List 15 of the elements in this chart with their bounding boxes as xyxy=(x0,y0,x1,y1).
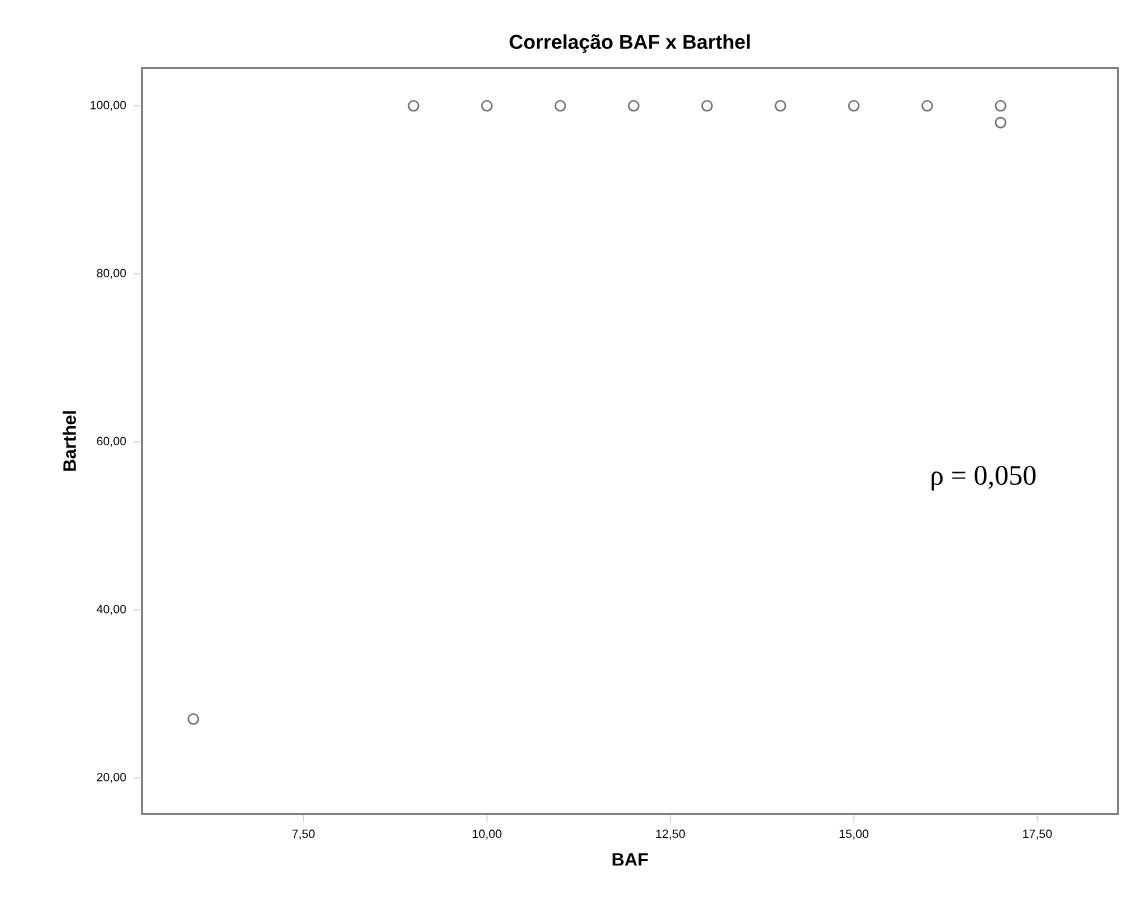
point xyxy=(554,99,567,112)
x-axis-title: BAF xyxy=(612,853,648,866)
point xyxy=(481,99,493,112)
point xyxy=(701,99,713,112)
point xyxy=(407,99,420,112)
point xyxy=(187,713,200,725)
chart-title: Correlação BAF x Barthel xyxy=(509,34,750,53)
y-axis-title: Barthel xyxy=(62,411,76,471)
point xyxy=(774,99,787,112)
annotation: ρ = 0,050 xyxy=(931,465,1036,491)
point xyxy=(994,116,1007,129)
point xyxy=(627,99,640,112)
point xyxy=(848,99,860,112)
point xyxy=(994,99,1007,112)
point xyxy=(921,99,933,112)
